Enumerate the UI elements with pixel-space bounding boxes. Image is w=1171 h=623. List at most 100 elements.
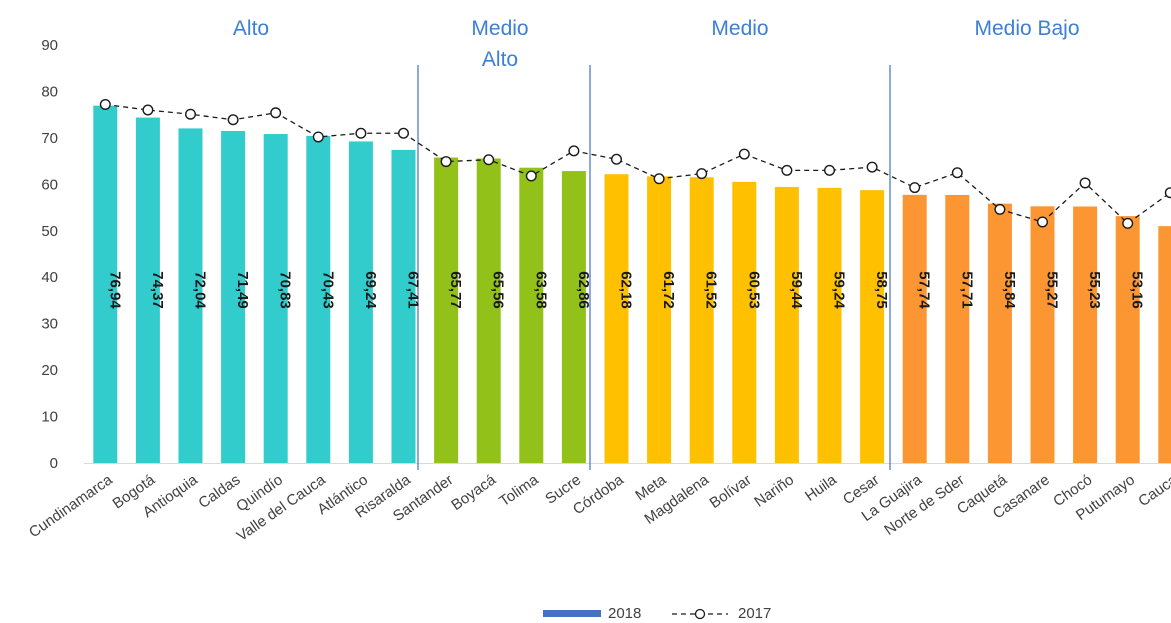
- bar: [1030, 206, 1055, 463]
- series-2017-point: [653, 173, 665, 185]
- bar-value-label: 70,83: [277, 271, 294, 309]
- x-category-label: Boyacá: [448, 471, 499, 514]
- series-2017-point: [824, 164, 836, 176]
- bar-value-label: 59,44: [788, 271, 805, 309]
- bar: [945, 194, 970, 463]
- bar: [306, 135, 331, 463]
- legend-label-2017: 2017: [738, 605, 771, 622]
- bar: [604, 174, 629, 464]
- bar: [221, 130, 246, 463]
- bar: [689, 177, 714, 463]
- series-2017-point: [951, 167, 963, 179]
- series-2017-point: [440, 156, 452, 168]
- series-2017-line: [105, 103, 1171, 225]
- bar-value-label: 58,75: [873, 271, 890, 309]
- bar: [902, 194, 927, 463]
- y-tick-label: 60: [41, 176, 58, 193]
- group-label: Medio: [471, 17, 528, 40]
- bar-value-label: 72,04: [192, 271, 209, 309]
- y-tick-label: 90: [41, 37, 58, 54]
- series-2017-point: [227, 114, 239, 126]
- y-tick-label: 10: [41, 409, 58, 426]
- series-2017-point: [866, 161, 878, 173]
- bar-value-label: 62,86: [575, 271, 592, 309]
- series-2017-point: [142, 104, 154, 116]
- bar-value-label: 70,43: [319, 271, 336, 309]
- x-category-label: Nariño: [751, 471, 797, 510]
- bar: [178, 128, 203, 463]
- bar: [1073, 206, 1098, 463]
- series-2017-point: [184, 108, 196, 120]
- y-tick-label: 30: [41, 316, 58, 333]
- bar-value-label: 63,58: [532, 271, 549, 309]
- bar: [1115, 216, 1140, 463]
- bar: [93, 105, 118, 464]
- series-2017-point: [398, 127, 410, 139]
- y-tick-label: 70: [41, 130, 58, 147]
- y-tick-label: 50: [41, 223, 58, 240]
- x-category-label: Cauca: [1135, 471, 1171, 510]
- bar: [263, 134, 288, 463]
- series-2017-point: [355, 127, 367, 139]
- series-2017-point: [568, 145, 580, 157]
- legend-marker-2017: [694, 608, 706, 620]
- bar-value-label: 55,84: [1001, 271, 1018, 309]
- bar: [1158, 226, 1171, 463]
- y-tick-label: 40: [41, 269, 58, 286]
- bar-value-label: 55,27: [1044, 271, 1061, 309]
- series-2017-point: [611, 153, 623, 165]
- bar: [476, 158, 501, 463]
- bar: [817, 187, 842, 464]
- bar-value-label: 67,41: [405, 271, 422, 309]
- bar-value-label: 55,23: [1086, 271, 1103, 309]
- series-2017-point: [1079, 177, 1091, 189]
- series-2017-point: [312, 131, 324, 143]
- group-label: Medio Bajo: [974, 17, 1079, 40]
- bar: [774, 186, 799, 464]
- x-category-label: Bolívar: [707, 471, 755, 512]
- bar-value-label: 57,74: [916, 271, 933, 309]
- series-2017-point: [781, 164, 793, 176]
- bar-value-label: 74,37: [149, 271, 166, 309]
- bar: [561, 171, 586, 463]
- bar: [732, 181, 757, 464]
- series-2017-point: [696, 168, 708, 180]
- bar-value-label: 71,49: [234, 271, 251, 309]
- bar-value-label: 61,52: [703, 271, 720, 309]
- bar-value-label: 69,24: [362, 271, 379, 309]
- bar: [860, 190, 885, 463]
- series-2017-point: [525, 170, 537, 182]
- series-2017-point: [270, 107, 282, 119]
- y-tick-label: 80: [41, 83, 58, 100]
- y-tick-label: 20: [41, 362, 58, 379]
- series-2017-point: [1164, 187, 1171, 199]
- x-category-label: Cundinamarca: [26, 471, 116, 541]
- series-2017-point: [99, 98, 111, 110]
- series-2017-point: [994, 203, 1006, 215]
- bar-value-label: 57,71: [958, 271, 975, 309]
- bar-value-label: 65,77: [447, 271, 464, 309]
- group-label: Medio: [711, 17, 768, 40]
- series-2017-point: [483, 154, 495, 166]
- legend-swatch-2018: [543, 610, 601, 617]
- group-label: Alto: [482, 48, 518, 71]
- bar: [519, 167, 544, 463]
- bar-value-label: 60,53: [745, 271, 762, 309]
- series-2017-point: [738, 148, 750, 160]
- bar: [391, 149, 416, 463]
- bar-value-label: 53,16: [1129, 271, 1146, 309]
- x-category-label: Tolima: [496, 471, 542, 510]
- x-category-label: Huila: [802, 471, 840, 505]
- bar: [987, 203, 1012, 463]
- bar-value-label: 62,18: [618, 271, 635, 309]
- group-label: Alto: [233, 17, 269, 40]
- bar: [647, 176, 672, 463]
- series-2017-point: [909, 182, 921, 194]
- legend-label-2018: 2018: [608, 605, 641, 622]
- bar: [135, 117, 160, 464]
- bar-value-label: 65,56: [490, 271, 507, 309]
- bar: [348, 141, 373, 463]
- y-tick-label: 0: [50, 455, 58, 472]
- bar-value-label: 76,94: [106, 271, 123, 309]
